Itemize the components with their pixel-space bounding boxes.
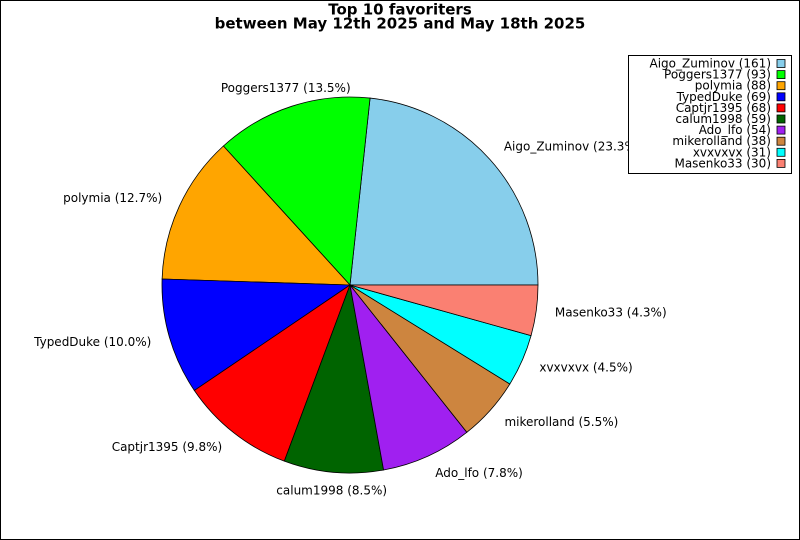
chart-title: Top 10 favoriters	[328, 1, 472, 19]
legend-label: xvxvxvx (31)	[693, 145, 771, 159]
slice-label: calum1998 (8.5%)	[276, 483, 387, 497]
pie-slice	[161, 145, 351, 286]
pie-slice	[161, 278, 352, 392]
slice-label: Captjr1395 (9.8%)	[112, 440, 223, 454]
pie-slice	[349, 284, 539, 337]
legend-swatch	[776, 136, 786, 146]
legend-label: Captjr1395 (68)	[676, 101, 771, 115]
legend-label: polymia (88)	[695, 79, 771, 93]
legend-label: Aigo_Zuminov (161)	[650, 57, 771, 71]
legend-swatch	[776, 81, 786, 91]
legend-label: Poggers1377 (93)	[664, 68, 771, 82]
legend-swatch	[776, 103, 786, 113]
pie-slice	[222, 96, 371, 286]
slice-label: Masenko33 (4.3%)	[555, 306, 667, 320]
legend-swatch	[776, 114, 786, 124]
legend-swatch	[776, 125, 786, 135]
legend-label: TypedDuke (69)	[676, 90, 771, 104]
legend-box	[628, 55, 792, 174]
slice-label: Aigo_Zuminov (23.3%)	[504, 139, 641, 153]
pie: Aigo_Zuminov (23.3%) Poggers1377 (13.5%) p…	[33, 81, 667, 498]
pie-slice	[283, 283, 385, 474]
legend-label: calum1998 (59)	[675, 112, 771, 126]
legend-swatch	[776, 92, 786, 102]
legend-label: Ado_lfo (54)	[699, 123, 771, 137]
pie-slice	[349, 284, 468, 471]
legend-swatch	[776, 70, 786, 79]
slice-label: polymia (12.7%)	[63, 191, 162, 205]
pie-slice	[193, 283, 351, 462]
chart-subtitle: between May 12th 2025 and May 18th 2025	[215, 15, 586, 33]
legend-label: mikerolland (38)	[672, 134, 771, 148]
slice-label: xvxvxvx (4.5%)	[539, 361, 632, 375]
legend-swatch	[776, 158, 786, 168]
slice-label: Ado_lfo (7.8%)	[435, 466, 523, 480]
slice-label: Poggers1377 (13.5%)	[221, 81, 351, 95]
pie-slice	[349, 97, 539, 286]
slice-label: mikerolland (5.5%)	[504, 415, 618, 429]
slice-label: TypedDuke (10.0%)	[33, 335, 151, 349]
legend: Aigo_Zuminov (161)Poggers1377 (93)polymi…	[628, 55, 792, 174]
legend-swatch	[776, 59, 786, 68]
legend-swatch	[776, 147, 786, 157]
legend-label: Masenko33 (30)	[674, 156, 771, 170]
